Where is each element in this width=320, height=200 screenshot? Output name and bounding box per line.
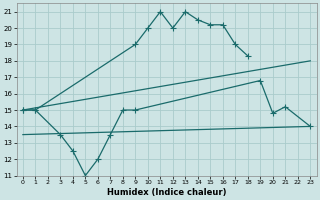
X-axis label: Humidex (Indice chaleur): Humidex (Indice chaleur) — [107, 188, 226, 197]
